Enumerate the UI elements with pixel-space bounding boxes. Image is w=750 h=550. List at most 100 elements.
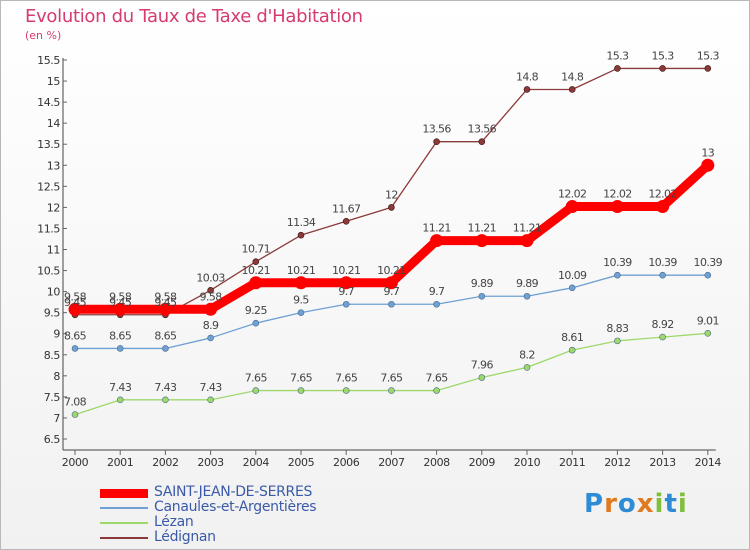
legend-label: Canaules-et-Argentières — [154, 499, 317, 515]
data-point — [204, 302, 218, 316]
data-label: 10.39 — [603, 256, 632, 269]
data-label: 8.83 — [606, 322, 629, 335]
data-point — [565, 200, 579, 214]
data-point — [568, 284, 576, 292]
x-tick-label: 2008 — [423, 456, 450, 469]
legend-item: Lédignan — [100, 530, 430, 545]
data-label: 9.7 — [429, 285, 445, 298]
data-point — [568, 86, 576, 93]
y-tick-label: 12 — [47, 201, 60, 214]
data-label: 8.2 — [519, 348, 535, 361]
data-label: 7.65 — [335, 372, 358, 385]
logo-letter: i — [677, 489, 688, 519]
data-label: 15.3 — [652, 49, 675, 62]
data-point — [614, 271, 621, 279]
x-tick-label: 2014 — [695, 456, 722, 469]
x-tick-label: 2010 — [514, 456, 541, 469]
data-point — [252, 319, 260, 327]
data-label: 7.65 — [290, 372, 313, 385]
legend-swatch — [100, 522, 148, 524]
y-tick-label: 14.5 — [37, 96, 60, 109]
data-label: 9.89 — [516, 277, 539, 290]
data-point — [249, 276, 263, 290]
data-label: 10.21 — [377, 264, 406, 277]
data-point — [71, 345, 79, 352]
data-label: 14.8 — [561, 70, 584, 83]
data-point — [433, 387, 440, 394]
data-point — [523, 86, 531, 93]
data-point — [478, 138, 486, 145]
data-label: 10.21 — [332, 264, 361, 277]
data-point — [339, 276, 353, 290]
data-point — [116, 396, 124, 404]
y-tick-label: 7.5 — [44, 391, 61, 404]
data-label: 9.01 — [697, 314, 719, 327]
logo-letter: t — [664, 489, 678, 519]
data-point — [297, 387, 305, 394]
legend-item: Lézan — [100, 515, 430, 530]
data-label: 9.58 — [200, 290, 223, 303]
data-label: 7.65 — [380, 372, 403, 385]
legend-item: Canaules-et-Argentières — [100, 500, 430, 515]
data-point — [113, 302, 127, 316]
y-tick-label: 11 — [47, 244, 60, 257]
data-label: 10.09 — [558, 269, 587, 282]
data-point — [659, 271, 666, 279]
data-point — [252, 258, 260, 266]
data-label: 9.89 — [471, 277, 494, 290]
data-point — [659, 333, 666, 341]
y-tick-label: 10 — [47, 286, 61, 299]
data-label: 11.67 — [332, 202, 361, 215]
data-point — [252, 387, 260, 394]
data-label: 10.21 — [287, 264, 316, 277]
data-point — [520, 234, 534, 248]
data-point — [207, 334, 214, 342]
logo-letter: r — [604, 489, 618, 519]
data-point — [610, 200, 624, 214]
data-label: 8.65 — [109, 329, 132, 342]
x-tick-label: 2012 — [604, 456, 630, 469]
data-point — [297, 309, 305, 316]
data-label: 13.56 — [422, 123, 451, 136]
y-tick-label: 14 — [47, 117, 61, 130]
data-label: 9.45 — [109, 296, 132, 309]
data-point — [704, 271, 712, 279]
proxiti-logo: Proxiti — [584, 489, 688, 519]
data-label: 9.58 — [109, 290, 132, 303]
x-tick-label: 2007 — [378, 456, 405, 469]
data-label: 14.8 — [516, 70, 539, 83]
data-point — [614, 65, 621, 72]
data-point — [568, 346, 576, 354]
y-tick-label: 9.5 — [44, 307, 61, 320]
data-label: 7.65 — [245, 372, 268, 385]
x-tick-label: 2004 — [243, 456, 270, 469]
data-point — [388, 387, 395, 394]
data-label: 10.21 — [242, 264, 271, 277]
y-tick-label: 15.5 — [37, 54, 60, 67]
y-tick-label: 15 — [47, 75, 61, 88]
data-label: 9.45 — [154, 296, 177, 309]
data-label: 9.5 — [293, 294, 309, 307]
data-label: 10.03 — [196, 271, 225, 284]
data-label: 9.45 — [64, 296, 87, 309]
data-label: 9.7 — [384, 285, 400, 298]
data-point — [297, 231, 305, 239]
data-label: 9.58 — [64, 290, 87, 303]
y-tick-label: 13 — [47, 159, 61, 172]
data-point — [704, 330, 712, 337]
data-point — [430, 234, 444, 248]
data-point — [158, 302, 172, 316]
data-label: 9.58 — [154, 290, 177, 303]
data-label: 10.39 — [648, 256, 677, 269]
data-label: 13.56 — [468, 123, 497, 136]
chart-unit: (en %) — [25, 29, 62, 42]
data-label: 7.43 — [109, 381, 132, 394]
data-label: 11.21 — [468, 222, 497, 235]
data-point — [162, 345, 169, 352]
data-point — [207, 287, 214, 294]
data-point — [523, 292, 531, 300]
y-tick-label: 12.5 — [37, 180, 60, 193]
data-label: 12.02 — [648, 188, 677, 201]
logo-letter: P — [584, 489, 605, 519]
